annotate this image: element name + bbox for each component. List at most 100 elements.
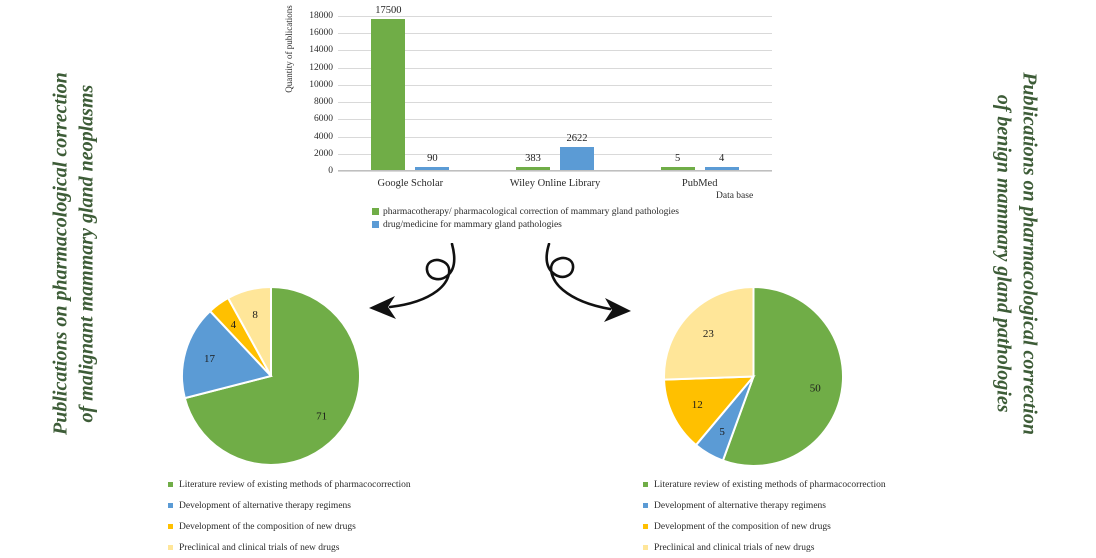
legend-swatch-icon — [643, 524, 648, 529]
bar-chart-bar[interactable] — [560, 147, 594, 170]
legend-swatch-icon — [372, 208, 379, 215]
pie-legend-item[interactable]: Development of the composition of new dr… — [168, 516, 411, 537]
bar-chart-y-tick: 16000 — [309, 28, 333, 39]
pie-slice[interactable] — [183, 286, 361, 466]
bar-chart-gridline — [338, 171, 772, 172]
bar-chart-value-label: 17500 — [375, 5, 402, 17]
bar-chart-legend: pharmacotherapy/ pharmacological correct… — [372, 205, 679, 231]
pie-svg: 50 5 12 23 — [663, 286, 844, 467]
pie-slice-value-label: 17 — [204, 353, 216, 365]
pie-slice-value-label: 50 — [810, 382, 822, 394]
bar-chart-gridline — [338, 16, 772, 17]
bar-chart-gridline — [338, 33, 772, 35]
bar-chart-x-tick: Google Scholar — [377, 178, 444, 189]
bar-chart-y-tick: 12000 — [309, 62, 333, 73]
left-panel-title-line-1: Publications on pharmacological correcti… — [49, 72, 72, 435]
bar-chart-y-tick: 4000 — [314, 131, 333, 142]
bar-chart-value-label: 5 — [675, 153, 681, 164]
pie-slice[interactable] — [663, 375, 756, 447]
bar-chart-y-tick: 8000 — [314, 97, 333, 108]
legend-swatch-icon — [168, 503, 173, 508]
bar-chart-legend-label: drug/medicine for mammary gland patholog… — [383, 219, 562, 230]
left-panel-title-line-2: of malignant mammary gland neoplasms — [75, 84, 97, 423]
bar-chart-bar[interactable] — [704, 167, 739, 170]
bar-chart-plot-area: 0 2000 4000 6000 8000 10000 12000 14000 16000 180… — [309, 5, 772, 189]
bar-chart-gridline — [338, 50, 772, 52]
bar-chart-y-tick: 2000 — [314, 148, 333, 159]
pie-slice[interactable] — [181, 309, 273, 400]
pie-legend-label: Development of alternative therapy regim… — [654, 500, 826, 511]
pie-svg: 71 17 4 8 — [181, 286, 361, 466]
right-panel-title-line-2: of benign mammary gland pathologies — [993, 94, 1015, 413]
bar-chart-value-label: 383 — [525, 152, 541, 164]
bar-chart-x-axis-line — [338, 170, 772, 171]
pie-legend-label: Development of the composition of new dr… — [654, 521, 831, 532]
pie-slice-value-label: 4 — [231, 319, 237, 331]
pie-chart-benign: 50 5 12 23 — [663, 286, 844, 467]
pie-legend-label: Literature review of existing methods of… — [179, 479, 411, 490]
pie-legend-item[interactable]: Development of alternative therapy regim… — [168, 495, 411, 516]
legend-swatch-icon — [643, 482, 648, 487]
pie-legend-item[interactable]: Preclinical and clinical trials of new d… — [643, 537, 886, 558]
right-panel-title-line-1: Publications on pharmacological correcti… — [1018, 72, 1041, 435]
bar-chart-y-axis-title: Quantity of publications — [284, 5, 294, 93]
right-panel-title: Publications on pharmacological correcti… — [990, 0, 1041, 514]
pie-slice-value-label: 8 — [252, 309, 258, 321]
bar-chart-y-tick: 18000 — [309, 11, 333, 21]
pie-legend-label: Development of alternative therapy regim… — [179, 500, 351, 511]
pie-legend-label: Literature review of existing methods of… — [654, 479, 886, 490]
pie-slice-value-label: 71 — [316, 410, 327, 422]
bar-chart-bar[interactable] — [415, 167, 450, 170]
bar-chart: Quantity of publications 0 2000 4000 6000 80… — [276, 5, 796, 236]
bar-chart-gridline — [338, 136, 772, 138]
pie-legend-benign: Literature review of existing methods of… — [643, 474, 886, 558]
pie-legend-label: Preclinical and clinical trials of new d… — [179, 542, 340, 553]
left-arrow-curve — [388, 243, 456, 309]
legend-swatch-icon — [168, 545, 173, 550]
pie-chart-malignant: 71 17 4 8 — [181, 286, 361, 466]
bar-chart-gridline — [338, 153, 772, 155]
bar-chart-bar[interactable] — [371, 19, 406, 170]
pie-slice-value-label: 5 — [719, 426, 725, 438]
bar-chart-y-tick: 0 — [328, 166, 333, 176]
legend-swatch-icon — [643, 545, 648, 550]
bar-chart-value-label: 4 — [719, 153, 725, 164]
legend-swatch-icon — [168, 482, 173, 487]
decorative-arrows — [369, 243, 631, 322]
pie-slice-value-label: 23 — [703, 328, 715, 340]
bar-chart-value-label: 2622 — [566, 133, 588, 145]
bar-chart-legend-label: pharmacotherapy/ pharmacological correct… — [383, 206, 679, 217]
pie-legend-item[interactable]: Preclinical and clinical trials of new d… — [168, 537, 411, 558]
pie-legend-malignant: Literature review of existing methods of… — [168, 474, 411, 558]
bar-chart-y-tick: 10000 — [309, 79, 333, 90]
bar-chart-x-tick: Wiley Online Library — [509, 178, 601, 189]
legend-swatch-icon — [643, 503, 648, 508]
bar-chart-y-tick: 14000 — [309, 45, 333, 56]
bar-chart-gridline — [338, 67, 772, 69]
pie-legend-item[interactable]: Literature review of existing methods of… — [643, 474, 886, 495]
bar-chart-bar[interactable] — [660, 167, 695, 170]
pie-legend-item[interactable]: Development of alternative therapy regim… — [643, 495, 886, 516]
left-panel-title: Publications on pharmacological correcti… — [48, 0, 99, 514]
pie-slice[interactable] — [663, 286, 755, 381]
pie-legend-label: Development of the composition of new dr… — [179, 521, 356, 532]
left-arrow-head — [369, 296, 396, 319]
bar-chart-x-tick: PubMed — [681, 178, 718, 189]
pie-slice[interactable] — [226, 286, 272, 377]
bar-chart-y-tick: 6000 — [314, 114, 333, 125]
bar-chart-gridline — [338, 102, 772, 104]
pie-legend-item[interactable]: Literature review of existing methods of… — [168, 474, 411, 495]
bar-chart-legend-item[interactable]: pharmacotherapy/ pharmacological correct… — [372, 205, 679, 218]
pie-legend-item[interactable]: Development of the composition of new dr… — [643, 516, 886, 537]
bar-chart-bar[interactable] — [516, 166, 550, 170]
right-arrow-curve — [545, 243, 612, 311]
pie-slice[interactable] — [721, 286, 844, 467]
legend-swatch-icon — [372, 221, 379, 228]
legend-swatch-icon — [168, 524, 173, 529]
pie-legend-label: Preclinical and clinical trials of new d… — [654, 542, 815, 553]
bar-chart-gridline — [338, 84, 772, 86]
right-arrow-head — [604, 298, 631, 322]
bar-chart-legend-item[interactable]: drug/medicine for mammary gland patholog… — [372, 218, 679, 231]
pie-slice-value-label: 12 — [692, 399, 703, 411]
